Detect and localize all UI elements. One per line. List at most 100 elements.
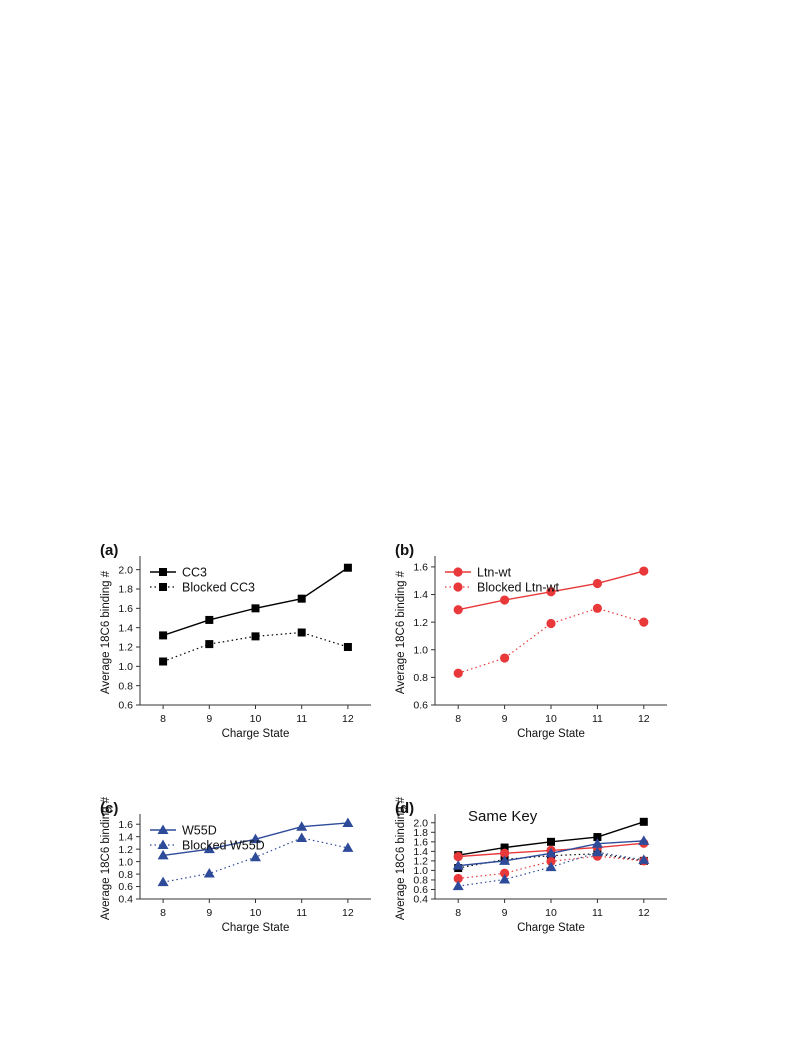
data-point [453, 605, 463, 615]
legend-marker [453, 567, 463, 577]
data-point [500, 595, 510, 605]
panel-tag: (c) [100, 800, 118, 817]
data-point [203, 867, 215, 878]
x-axis-title: Charge State [222, 728, 290, 740]
data-point [499, 855, 511, 865]
panel-b: (b) Charge State Average 18C6 binding # … [395, 542, 667, 740]
data-point [545, 847, 557, 858]
legend-marker [157, 839, 169, 849]
legend-entry: Blocked W55D [150, 839, 265, 853]
data-point [205, 615, 214, 624]
x-tick-label: 9 [502, 713, 508, 725]
y-tick-label: 1.4 [413, 589, 428, 601]
panel-tag: (a) [100, 542, 118, 559]
y-tick-label: 0.6 [118, 881, 133, 893]
data-point [297, 628, 306, 637]
data-point [159, 631, 168, 640]
y-axis-title: Average 18C6 binding # [395, 570, 407, 694]
y-tick-label: 1.6 [118, 603, 133, 615]
series-line-4 [452, 835, 650, 870]
data-point [591, 846, 603, 857]
y-tick-label: 1.0 [118, 856, 133, 868]
panel-a: (a) Charge State Average 18C6 binding # … [100, 542, 371, 740]
data-point [452, 880, 464, 891]
panel-tag: (d) [395, 800, 414, 817]
x-tick-label: 12 [342, 907, 354, 919]
y-tick-label: 1.8 [118, 584, 133, 596]
data-point [546, 618, 556, 629]
data-point [203, 843, 215, 854]
data-point [343, 563, 352, 572]
y-tick-label: 1.4 [118, 622, 133, 634]
data-point [592, 578, 603, 589]
y-tick-label: 2.0 [413, 817, 428, 829]
series-line [162, 631, 349, 663]
data-point [639, 817, 648, 826]
y-tick-label: 0.4 [118, 894, 133, 906]
data-point [251, 632, 260, 641]
series-blocked-w55d [157, 832, 354, 887]
y-tick-label: 0.4 [413, 894, 428, 906]
y-tick-label: 1.4 [413, 846, 428, 858]
y-tick-label: 0.8 [413, 672, 428, 684]
legend-marker [159, 583, 167, 591]
y-axis-title: Average 18C6 binding # [100, 570, 112, 694]
y-tick-label: 0.6 [118, 700, 133, 712]
series-w55d [157, 817, 354, 860]
x-tick-label: 10 [250, 907, 262, 919]
x-axis-title: Charge State [517, 922, 585, 934]
data-point [639, 617, 649, 627]
panel-c: (c) Charge State Average 18C6 binding # … [100, 796, 371, 934]
x-axis-title: Charge State [517, 728, 585, 740]
data-point [250, 833, 261, 844]
data-point [297, 594, 306, 603]
y-tick-label: 1.6 [118, 819, 133, 831]
x-tick-label: 8 [160, 907, 166, 919]
data-point [546, 587, 556, 597]
y-tick-label: 0.8 [118, 680, 133, 692]
x-tick-label: 10 [545, 907, 557, 919]
x-tick-label: 9 [502, 907, 508, 919]
x-tick-label: 12 [342, 713, 354, 725]
legend-label: Ltn-wt [477, 566, 512, 580]
x-tick-label: 10 [250, 713, 262, 725]
x-tick-label: 11 [296, 907, 307, 919]
y-tick-label: 1.2 [118, 844, 133, 856]
series-line [458, 607, 644, 674]
data-point [638, 854, 650, 864]
y-tick-label: 1.2 [118, 642, 133, 654]
legend-label: CC3 [182, 566, 207, 580]
y-tick-label: 1.0 [413, 644, 428, 656]
data-point [453, 873, 463, 884]
data-point [157, 876, 169, 887]
legend-entry: Blocked CC3 [150, 581, 255, 595]
data-point [638, 835, 650, 845]
data-point [592, 603, 603, 613]
data-point [342, 817, 354, 827]
series-blocked-ltn-wt [453, 603, 649, 678]
data-point [500, 653, 510, 663]
legend-label: W55D [182, 824, 217, 838]
legend-marker [453, 582, 463, 592]
x-tick-label: 10 [545, 713, 557, 725]
data-point [593, 833, 602, 842]
data-point [159, 657, 168, 666]
data-point [453, 851, 463, 862]
y-tick-label: 0.6 [413, 700, 428, 712]
legend-entry: Blocked Ltn-wt [445, 581, 560, 595]
data-point [250, 851, 261, 862]
data-point [500, 848, 510, 858]
x-tick-label: 12 [638, 713, 650, 725]
legend-label: Blocked Ltn-wt [477, 581, 560, 595]
x-tick-label: 12 [638, 907, 650, 919]
y-tick-label: 1.8 [413, 827, 428, 839]
y-tick-label: 1.6 [413, 562, 428, 574]
data-point [251, 604, 260, 613]
legend-entry: W55D [150, 824, 217, 838]
panel-tag: (b) [395, 542, 414, 559]
legend-entry: CC3 [150, 566, 207, 580]
x-tick-label: 8 [160, 713, 166, 725]
x-tick-label: 11 [592, 713, 603, 725]
data-point [452, 860, 464, 870]
